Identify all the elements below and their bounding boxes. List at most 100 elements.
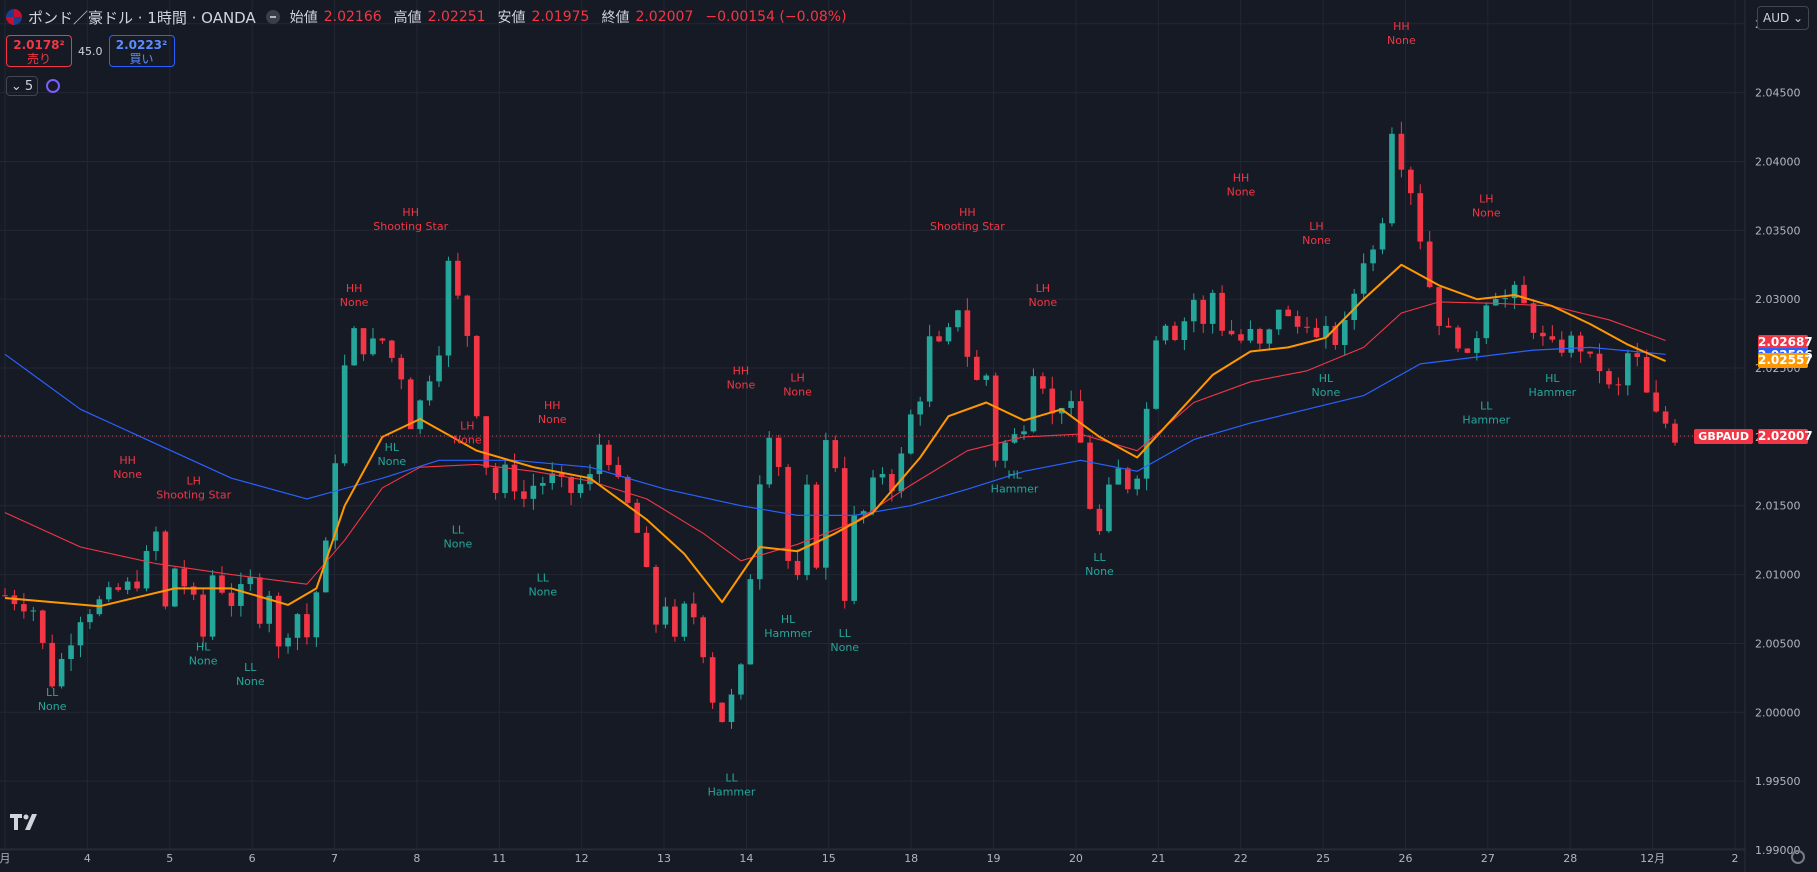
candle-body [823, 440, 829, 568]
candle [398, 354, 405, 390]
candle-body [606, 444, 612, 465]
candle-body [521, 491, 527, 499]
candle-body [1408, 169, 1414, 194]
candle [77, 616, 84, 658]
price-tick-label: 2.04500 [1755, 87, 1801, 100]
candle-body [917, 401, 924, 415]
swing-pattern: Hammer [991, 482, 1039, 495]
candle-body [1247, 328, 1254, 341]
candle [917, 396, 924, 426]
candle [87, 608, 93, 629]
chart-title[interactable]: ポンド／豪ドル · 1時間 · OANDA [28, 8, 256, 27]
time-axis: 月 4 5 6 7 8 11 12 13 14 15 18 19 20 21 22 25 26 27 28 12月 2 [0, 852, 1739, 865]
swing-type: HL [1545, 372, 1560, 385]
swing-type: LL [725, 771, 738, 784]
spread-value: 45.0 [78, 44, 103, 58]
swing-type: LL [537, 572, 550, 585]
buy-button[interactable]: 2.0223² 買い [108, 35, 175, 67]
swing-type: HL [781, 613, 796, 626]
time-tick-label: 19 [987, 852, 1001, 865]
candle-body [709, 657, 716, 703]
candle-body [238, 584, 244, 606]
candle [1643, 349, 1650, 394]
time-tick-label: 18 [904, 852, 918, 865]
time-tick-label: 28 [1563, 852, 1577, 865]
candle [1096, 504, 1103, 535]
candle [379, 337, 386, 345]
candle-body [1502, 298, 1508, 300]
candle [190, 582, 197, 601]
indicator-settings-icon[interactable] [46, 79, 60, 93]
gear-icon[interactable] [1791, 850, 1805, 864]
indicator-count: 5 [24, 78, 34, 94]
collapse-legend-icon[interactable] [265, 10, 280, 24]
candle-body [700, 617, 707, 658]
candle-body [1096, 508, 1103, 532]
price-tick-label: 2.01000 [1755, 569, 1801, 582]
candle [1483, 302, 1490, 344]
candle-body [511, 464, 518, 492]
candle [945, 322, 952, 345]
currency-select[interactable]: AUD ⌄ [1757, 6, 1809, 30]
candle-body [247, 577, 254, 585]
candle [1587, 351, 1593, 358]
candle [360, 327, 367, 361]
candle-body [1058, 407, 1065, 414]
candle-body [275, 595, 282, 647]
candle-body [1332, 325, 1339, 345]
candle-body [1219, 292, 1225, 331]
candle-body [1558, 339, 1565, 353]
candle [1606, 368, 1612, 389]
candle-body [1040, 376, 1046, 389]
candle-body [39, 610, 46, 643]
swing-type: HH [119, 454, 136, 467]
candle-body [1643, 357, 1650, 393]
candle [521, 480, 527, 508]
swing-type: LL [1093, 551, 1106, 564]
candle-body [738, 664, 744, 695]
candle-body [124, 581, 131, 590]
tradingview-logo-icon [10, 814, 37, 830]
candle [134, 570, 140, 592]
candle-body [266, 595, 272, 624]
sell-button[interactable]: 2.0178² 売り [6, 35, 72, 67]
candle [1058, 407, 1065, 424]
candle [1417, 184, 1424, 250]
candle-body [1087, 442, 1093, 509]
candle-body [860, 511, 867, 515]
candle [681, 601, 688, 641]
candle [1106, 477, 1112, 533]
time-tick-label: 13 [657, 852, 671, 865]
swing-pattern: None [340, 296, 369, 309]
candle [417, 399, 423, 435]
candle [992, 372, 999, 468]
candle-body [955, 310, 961, 328]
candle [209, 569, 216, 640]
candle [407, 377, 414, 430]
candle-body [907, 414, 914, 454]
candle-body [945, 327, 952, 342]
candle [275, 592, 282, 659]
candle-body [1134, 478, 1141, 490]
candle-body [1162, 325, 1169, 341]
indicators-toggle-button[interactable]: ⌄ 5 [6, 76, 38, 96]
price-tick-label: 2.03000 [1755, 293, 1801, 306]
candle [653, 564, 659, 633]
time-tick-label: 14 [739, 852, 753, 865]
candle [700, 615, 707, 664]
candle [502, 458, 508, 499]
candle-body [558, 473, 565, 477]
chart-header: ポンド／豪ドル · 1時間 · OANDA 始値 2.02166 高値 2.0225… [6, 6, 853, 28]
candle [624, 474, 631, 506]
candle [1087, 434, 1093, 510]
swing-type: HH [733, 364, 750, 377]
candle-body [973, 356, 980, 380]
candle [58, 652, 65, 689]
candle [455, 252, 461, 299]
candle-body [502, 464, 508, 493]
